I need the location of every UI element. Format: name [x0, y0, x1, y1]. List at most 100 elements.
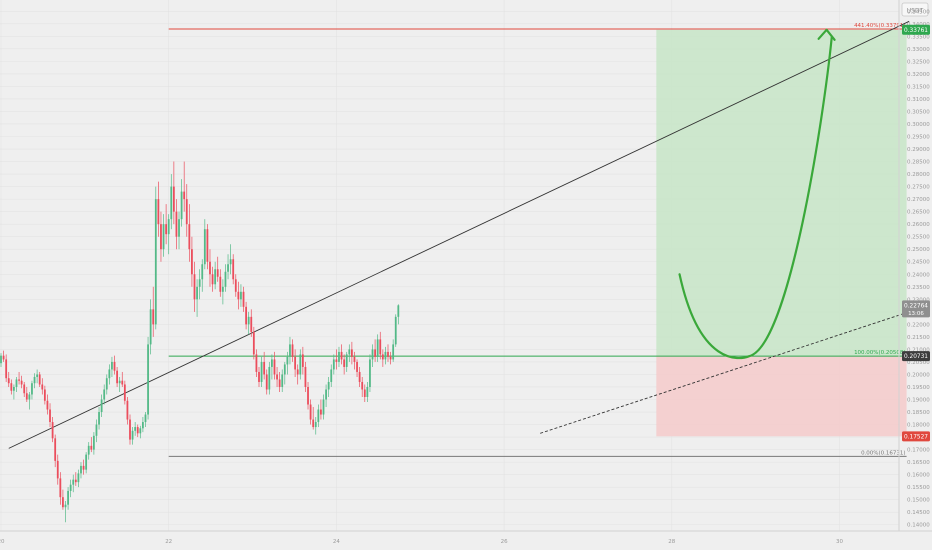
candle-body — [31, 383, 33, 395]
time-tick-label: 22 — [165, 539, 172, 545]
candle-body — [345, 354, 348, 367]
symbol-badge[interactable] — [901, 2, 929, 17]
candle-body — [188, 224, 191, 250]
candle-body — [77, 473, 80, 483]
candle-body — [273, 359, 276, 375]
candle-body — [85, 454, 88, 470]
time-tick-label: 24 — [333, 539, 340, 545]
candle-body — [126, 400, 129, 420]
candle-body — [36, 374, 39, 377]
candle-body — [363, 389, 366, 397]
candle-body — [358, 371, 361, 382]
resistance-trendline — [8, 20, 910, 449]
candle-body — [229, 259, 232, 265]
candle-body — [317, 409, 320, 423]
candle-body — [332, 359, 335, 370]
candle-body — [286, 356, 289, 365]
candle-body — [20, 380, 23, 385]
fib-level-label: 100.00%(0.20508) — [854, 350, 906, 356]
candle-body — [353, 356, 356, 362]
candle-body — [291, 344, 294, 357]
candle-body — [325, 389, 327, 400]
candle-body — [129, 419, 131, 440]
candle-body — [312, 419, 315, 428]
price-badge-label: 0.20731 — [904, 354, 928, 360]
price-tick-label: 0.25500 — [907, 235, 930, 241]
candle-body — [234, 279, 237, 292]
price-tick-label: 0.24000 — [907, 272, 930, 278]
candle-body — [245, 306, 247, 325]
candle-body — [43, 389, 46, 401]
price-tick-label: 0.26500 — [907, 210, 930, 216]
price-tick-label: 0.14500 — [907, 510, 930, 516]
price-badge-label: 0.22764 — [904, 303, 928, 309]
candle-body — [397, 305, 400, 317]
trendlines[interactable] — [8, 20, 910, 449]
candle-body — [157, 199, 160, 225]
candle-body — [203, 229, 206, 265]
price-tick-label: 0.20000 — [907, 372, 930, 378]
price-tick-label: 0.25000 — [907, 247, 930, 253]
target-zone[interactable] — [656, 29, 907, 357]
projection-curve — [678, 35, 833, 360]
candle-body — [330, 369, 333, 382]
time-tick-label: 30 — [836, 539, 843, 545]
price-tick-label: 0.33000 — [907, 47, 930, 53]
price-tick-labels: 0.14000 0.14500 0.15000 0.15500 0.16000 0.165… — [907, 9, 930, 528]
candle-body — [247, 316, 250, 325]
price-tick-label: 0.34500 — [907, 9, 930, 15]
projection-arrow[interactable] — [678, 28, 836, 360]
candle-body — [23, 384, 26, 394]
candle-body — [0, 355, 2, 364]
candle-body — [201, 264, 204, 280]
price-badge — [902, 300, 930, 318]
price-tick-label: 0.26000 — [907, 222, 930, 228]
candle-body — [209, 261, 211, 275]
candle-body — [361, 381, 364, 390]
candle-body — [278, 379, 281, 387]
candle-body — [265, 374, 268, 390]
candle-body — [149, 309, 152, 345]
candle-body — [263, 361, 266, 375]
candle-body — [196, 286, 198, 300]
candle-body — [160, 224, 162, 250]
candle-body — [33, 376, 36, 384]
price-axis[interactable]: USDT 0.14000 0.14500 0.15000 0.15500 0.16000… — [898, 0, 930, 531]
candle-body — [221, 286, 224, 292]
candle-body — [87, 445, 90, 455]
candle-body — [227, 264, 229, 272]
candle-body — [384, 351, 387, 360]
candle-body — [62, 497, 64, 508]
candle-body — [123, 384, 126, 401]
candle-body — [206, 229, 209, 262]
price-tick-label: 0.30500 — [907, 109, 930, 115]
candle-body — [131, 430, 134, 440]
candle-body — [340, 351, 343, 360]
candle-body — [5, 359, 8, 379]
candle-body — [314, 422, 317, 428]
price-tick-label: 0.32500 — [907, 59, 930, 65]
price-tick-label: 0.16000 — [907, 473, 930, 479]
candle-body — [389, 356, 392, 360]
candle-body — [121, 380, 124, 385]
candle-body — [307, 386, 309, 405]
price-tick-label: 0.30000 — [907, 122, 930, 128]
candle-body — [394, 316, 397, 345]
candle-body — [224, 271, 227, 287]
stop-zone[interactable] — [656, 356, 907, 437]
long-position-zones[interactable] — [656, 29, 907, 437]
candle-body — [98, 412, 100, 425]
price-tick-label: 0.32000 — [907, 72, 930, 78]
candle-body — [170, 186, 173, 220]
price-badge-countdown: 13:06 — [908, 311, 924, 317]
candle-body — [67, 490, 69, 505]
candles — [0, 161, 400, 523]
price-tick-label: 0.31000 — [907, 97, 930, 103]
candle-body — [242, 291, 245, 307]
candle-body — [10, 383, 13, 391]
candle-body — [320, 409, 322, 415]
time-axis[interactable]: 202224262830Jul357Aug357 — [0, 530, 932, 545]
price-tick-label: 0.19500 — [907, 385, 930, 391]
candle-body — [296, 369, 299, 375]
